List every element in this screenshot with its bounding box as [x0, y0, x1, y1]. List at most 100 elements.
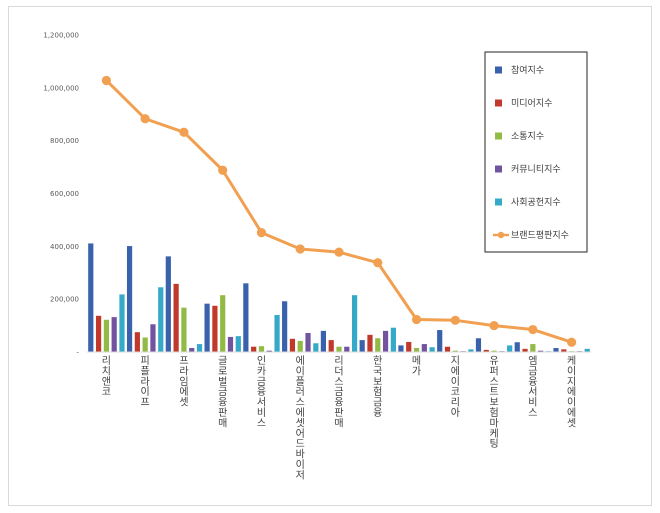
legend-swatch: [495, 132, 502, 140]
bar-2-8: [367, 334, 373, 352]
bar-2-6: [289, 338, 296, 352]
bar-5-9: [429, 347, 435, 352]
bar-2-7: [328, 340, 334, 352]
bar-3-2: [142, 337, 148, 352]
brand-reputation-chart: - 200,000 400,000 600,000 800,000 1,000,000 1,…: [43, 32, 591, 481]
bar-1-5: [243, 283, 249, 352]
bar-5-5: [274, 315, 280, 352]
bar-3-7: [336, 346, 342, 352]
legend-label: 브랜드평판지수: [511, 230, 569, 241]
legend-label: 커뮤니티지수: [511, 164, 561, 175]
bar-1-1: [88, 243, 94, 352]
bar-1-9: [398, 345, 404, 352]
y-axis: - 200,000 400,000 600,000 800,000 1,000,000 1,…: [43, 32, 79, 357]
bar-3-9: [413, 348, 420, 352]
legend-label: 미디어지수: [511, 98, 552, 109]
bar-3-5: [258, 346, 265, 352]
legend-label: 참여지수: [511, 64, 544, 76]
bar-1-4: [204, 303, 210, 352]
bar-2-11: [483, 349, 489, 352]
line-point-3: [179, 127, 189, 137]
chart-frame: - 200,000 400,000 600,000 800,000 1,000,000 1,…: [8, 6, 652, 506]
bar-5-7: [352, 295, 358, 352]
bar-5-8: [390, 327, 396, 352]
bar-5-10: [468, 349, 474, 352]
bar-4-9: [421, 344, 427, 352]
bar-1-8: [359, 340, 365, 352]
bar-4-7: [344, 346, 350, 352]
x-axis: 리 치 앤 코 피 플 라 이 프 프 라 임 에 셋 글 로 벌 금 융 판 매 인 카 금 융 서 비 스 에 이 플 러 스 에 셋 어 드 바 이 저…: [87, 351, 591, 481]
line-point-7: [334, 247, 344, 257]
y-tick-label: 1,000,000: [43, 84, 79, 92]
bar-2-4: [212, 305, 218, 352]
legend-label: 소통지수: [511, 131, 544, 142]
line-point-5: [256, 227, 267, 238]
line-point-4: [218, 165, 228, 175]
bar-3-10: [452, 350, 458, 352]
bar-4-6: [305, 332, 311, 352]
bar-1-3: [165, 256, 171, 352]
bar-5-3: [196, 344, 203, 352]
legend-swatch: [495, 165, 502, 173]
line-point-13: [567, 337, 577, 347]
bar-1-12: [514, 342, 520, 352]
legend-swatch: [495, 99, 502, 107]
bar-1-2: [126, 246, 133, 352]
line-point-11: [489, 320, 499, 331]
line-point-6: [295, 244, 305, 254]
bar-2-10: [444, 346, 451, 352]
legend-label: 사회공헌지수: [511, 197, 561, 208]
line-point-9: [411, 314, 422, 325]
bar-3-1: [103, 319, 109, 352]
y-tick-label: 400,000: [50, 243, 79, 251]
bar-2-9: [406, 341, 412, 352]
legend-swatch: [495, 66, 502, 74]
y-tick-label: 800,000: [50, 137, 79, 145]
bar-5-4: [235, 336, 241, 352]
bar-1-6: [282, 301, 288, 352]
bar-4-5: [266, 350, 272, 352]
bar-2-3: [173, 283, 179, 352]
bar-3-6: [297, 340, 303, 352]
bar-2-2: [134, 332, 140, 352]
line-point-12: [528, 324, 538, 335]
bar-4-3: [189, 348, 195, 352]
bar-3-3: [181, 307, 187, 352]
bar-5-2: [158, 287, 164, 352]
bar-4-1: [111, 317, 117, 352]
legend-box: [484, 51, 588, 253]
legend-swatch: [495, 198, 502, 206]
y-tick-label: 600,000: [50, 190, 79, 198]
bar-1-7: [320, 330, 326, 352]
legend-swatch-marker: [497, 231, 505, 239]
bar-5-1: [119, 294, 125, 352]
line-point-8: [373, 258, 383, 268]
bar-5-6: [313, 343, 319, 352]
bar-3-12: [530, 344, 536, 352]
bar-4-2: [150, 324, 156, 352]
bar-3-4: [220, 295, 226, 352]
line-point-2: [140, 114, 150, 124]
bar-4-12: [538, 350, 544, 352]
bar-series: [88, 243, 590, 352]
line-point-10: [450, 315, 460, 325]
line-series: [101, 75, 577, 347]
y-tick-label: -: [76, 349, 79, 357]
y-tick-label: 1,200,000: [43, 32, 79, 40]
bar-3-8: [375, 338, 381, 352]
bar-2-13: [561, 349, 567, 352]
y-tick-label: 200,000: [50, 296, 79, 304]
bar-1-13: [553, 348, 559, 352]
line-point-1: [101, 75, 111, 86]
